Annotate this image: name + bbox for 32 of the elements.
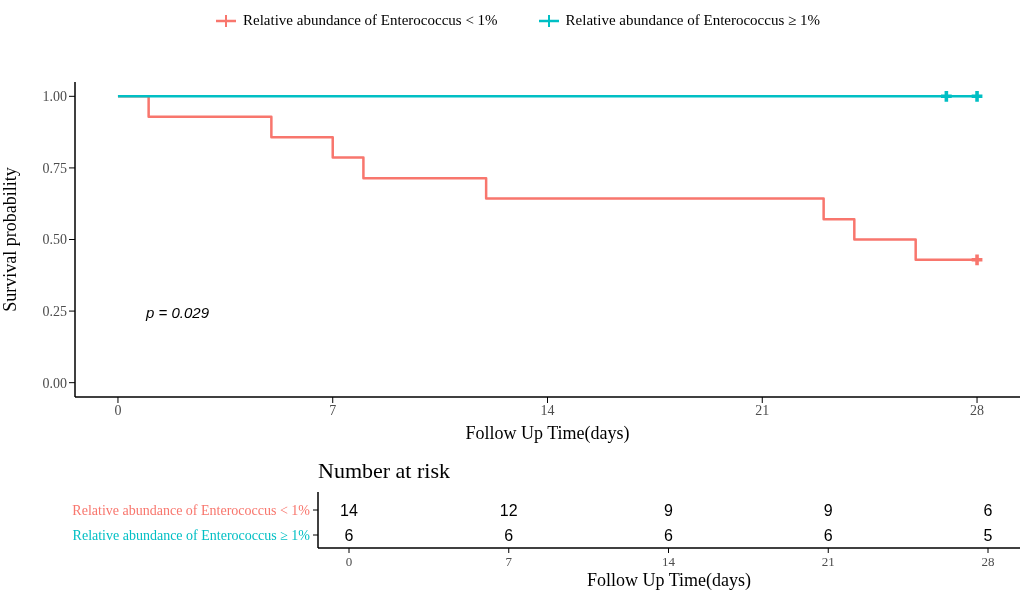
- y-tick-label: 0.00: [42, 375, 67, 391]
- x-tick-label: 28: [970, 402, 985, 418]
- legend-label: Relative abundance of Enterococcus < 1%: [243, 12, 498, 29]
- x-axis-title: Follow Up Time(days): [465, 423, 630, 444]
- data-label: 6: [504, 526, 514, 544]
- x-tick-label: 0: [345, 554, 353, 569]
- y-tick-label: 0.25: [42, 304, 67, 320]
- y-tick-label: 1.00: [42, 89, 67, 105]
- data-label: 14: [340, 501, 358, 519]
- x-tick-label: 7: [505, 554, 513, 569]
- annotation: p = 0.029: [146, 304, 209, 321]
- x-tick-label: 28: [981, 554, 995, 569]
- legend-label: Relative abundance of Enterococcus ≥ 1%: [565, 12, 820, 29]
- data-label: 6: [344, 526, 354, 544]
- x-tick-label: 14: [662, 554, 676, 569]
- data-label: 12: [499, 501, 518, 519]
- data-label: 9: [664, 501, 674, 519]
- y-axis-title: Survival probability: [0, 167, 21, 312]
- x-tick-label: 21: [755, 402, 770, 418]
- x-tick-label: 21: [821, 554, 835, 569]
- x-tick-label: 7: [329, 402, 337, 418]
- y-tick-label: 0.75: [42, 160, 67, 176]
- x-tick-label: 0: [114, 402, 122, 418]
- data-label: 6: [823, 526, 833, 544]
- data-label: 9: [823, 501, 833, 519]
- data-label: 6: [983, 501, 993, 519]
- x-tick-label: 14: [540, 402, 555, 418]
- data-label: 5: [983, 526, 993, 544]
- data-label: 6: [664, 526, 674, 544]
- chart-title: Number at risk: [318, 458, 450, 483]
- x-axis-title: Follow Up Time(days): [586, 570, 752, 591]
- y-tick-label: 0.50: [42, 232, 67, 248]
